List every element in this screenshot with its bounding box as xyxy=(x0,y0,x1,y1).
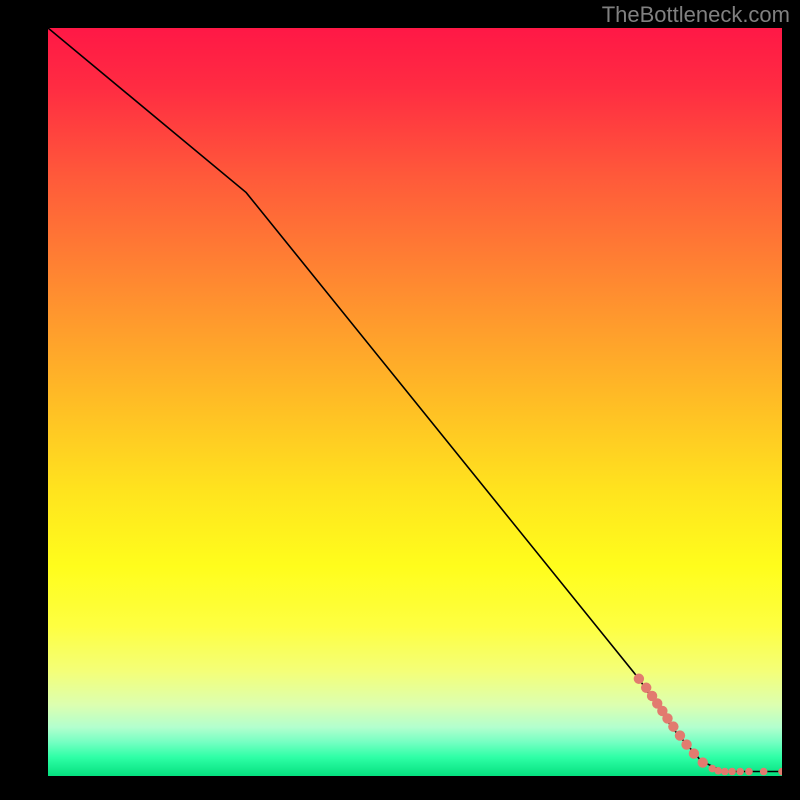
canvas-frame: TheBottleneck.com xyxy=(0,0,800,800)
data-point xyxy=(745,768,753,776)
data-point xyxy=(675,730,685,740)
chart-svg xyxy=(48,28,782,776)
data-point xyxy=(714,767,722,775)
data-point xyxy=(689,748,699,758)
data-point xyxy=(721,768,729,776)
data-point xyxy=(668,721,678,731)
watermark-text: TheBottleneck.com xyxy=(602,2,790,28)
plot-area xyxy=(48,28,782,776)
data-point xyxy=(736,768,744,776)
data-point xyxy=(728,768,736,776)
data-point xyxy=(760,768,768,776)
data-point xyxy=(634,674,644,684)
data-point xyxy=(698,757,708,767)
data-point xyxy=(681,739,691,749)
